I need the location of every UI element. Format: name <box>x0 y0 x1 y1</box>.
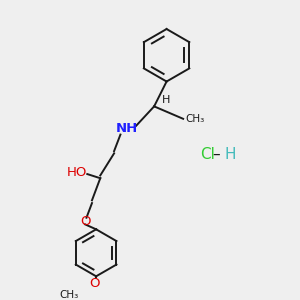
Text: H: H <box>225 147 236 162</box>
Text: HO: HO <box>67 166 87 179</box>
Text: H: H <box>162 95 170 105</box>
Text: CH₃: CH₃ <box>185 114 205 124</box>
Text: NH: NH <box>116 122 138 135</box>
Text: O: O <box>80 214 90 227</box>
Text: O: O <box>89 277 100 290</box>
Text: CH₃: CH₃ <box>59 290 78 300</box>
Text: Cl: Cl <box>200 147 214 162</box>
Text: –: – <box>212 147 220 162</box>
